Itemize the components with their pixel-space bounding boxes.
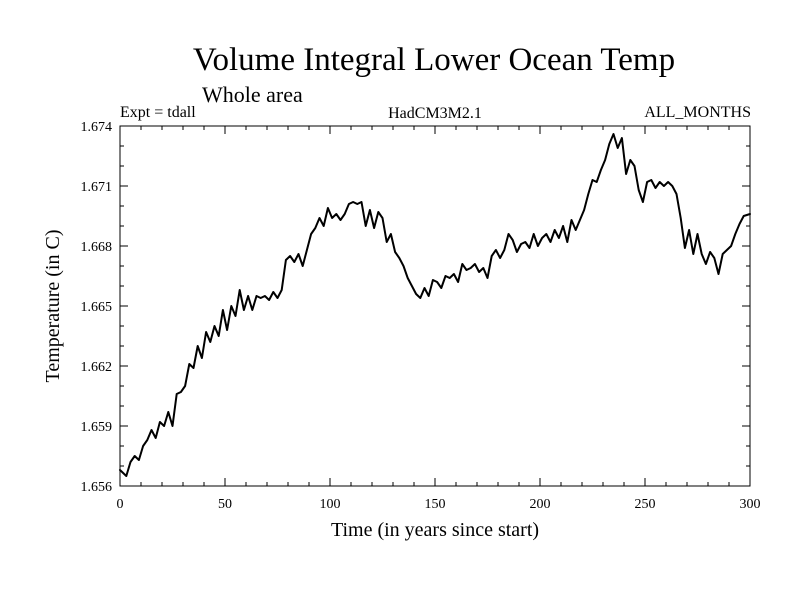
x-tick-label: 100 (320, 497, 341, 512)
series-line-temperature (119, 133, 751, 477)
x-tick-label: 0 (117, 497, 124, 512)
y-tick-label: 1.665 (81, 300, 113, 315)
y-tick-label: 1.662 (81, 360, 113, 375)
y-tick-label: 1.668 (81, 240, 113, 255)
y-tick-label: 1.671 (81, 180, 113, 195)
plot-frame (119, 125, 751, 487)
x-tick-label: 150 (425, 497, 446, 512)
chart-subtitle: Whole area (202, 82, 303, 107)
months-label: ALL_MONTHS (644, 104, 751, 121)
model-label: HadCM3M2.1 (388, 105, 482, 122)
experiment-label: Expt = tdall (120, 104, 196, 121)
axis-ticks (119, 125, 751, 487)
x-axis-title: Time (in years since start) (331, 519, 539, 541)
y-tick-label: 1.656 (81, 480, 113, 495)
x-tick-label: 50 (218, 497, 232, 512)
y-tick-label: 1.659 (81, 420, 113, 435)
y-axis-title: Temperature (in C) (42, 230, 64, 383)
chart-title: Volume Integral Lower Ocean Temp (193, 42, 675, 78)
x-tick-label: 250 (635, 497, 656, 512)
x-tick-label: 200 (530, 497, 551, 512)
y-tick-label: 1.674 (81, 120, 113, 135)
y-tick-labels: 1.656 1.659 1.662 1.665 1.668 1.671 1.674 (81, 120, 113, 495)
x-tick-labels: 0 50 100 150 200 250 300 (117, 497, 761, 512)
x-tick-label: 300 (740, 497, 761, 512)
